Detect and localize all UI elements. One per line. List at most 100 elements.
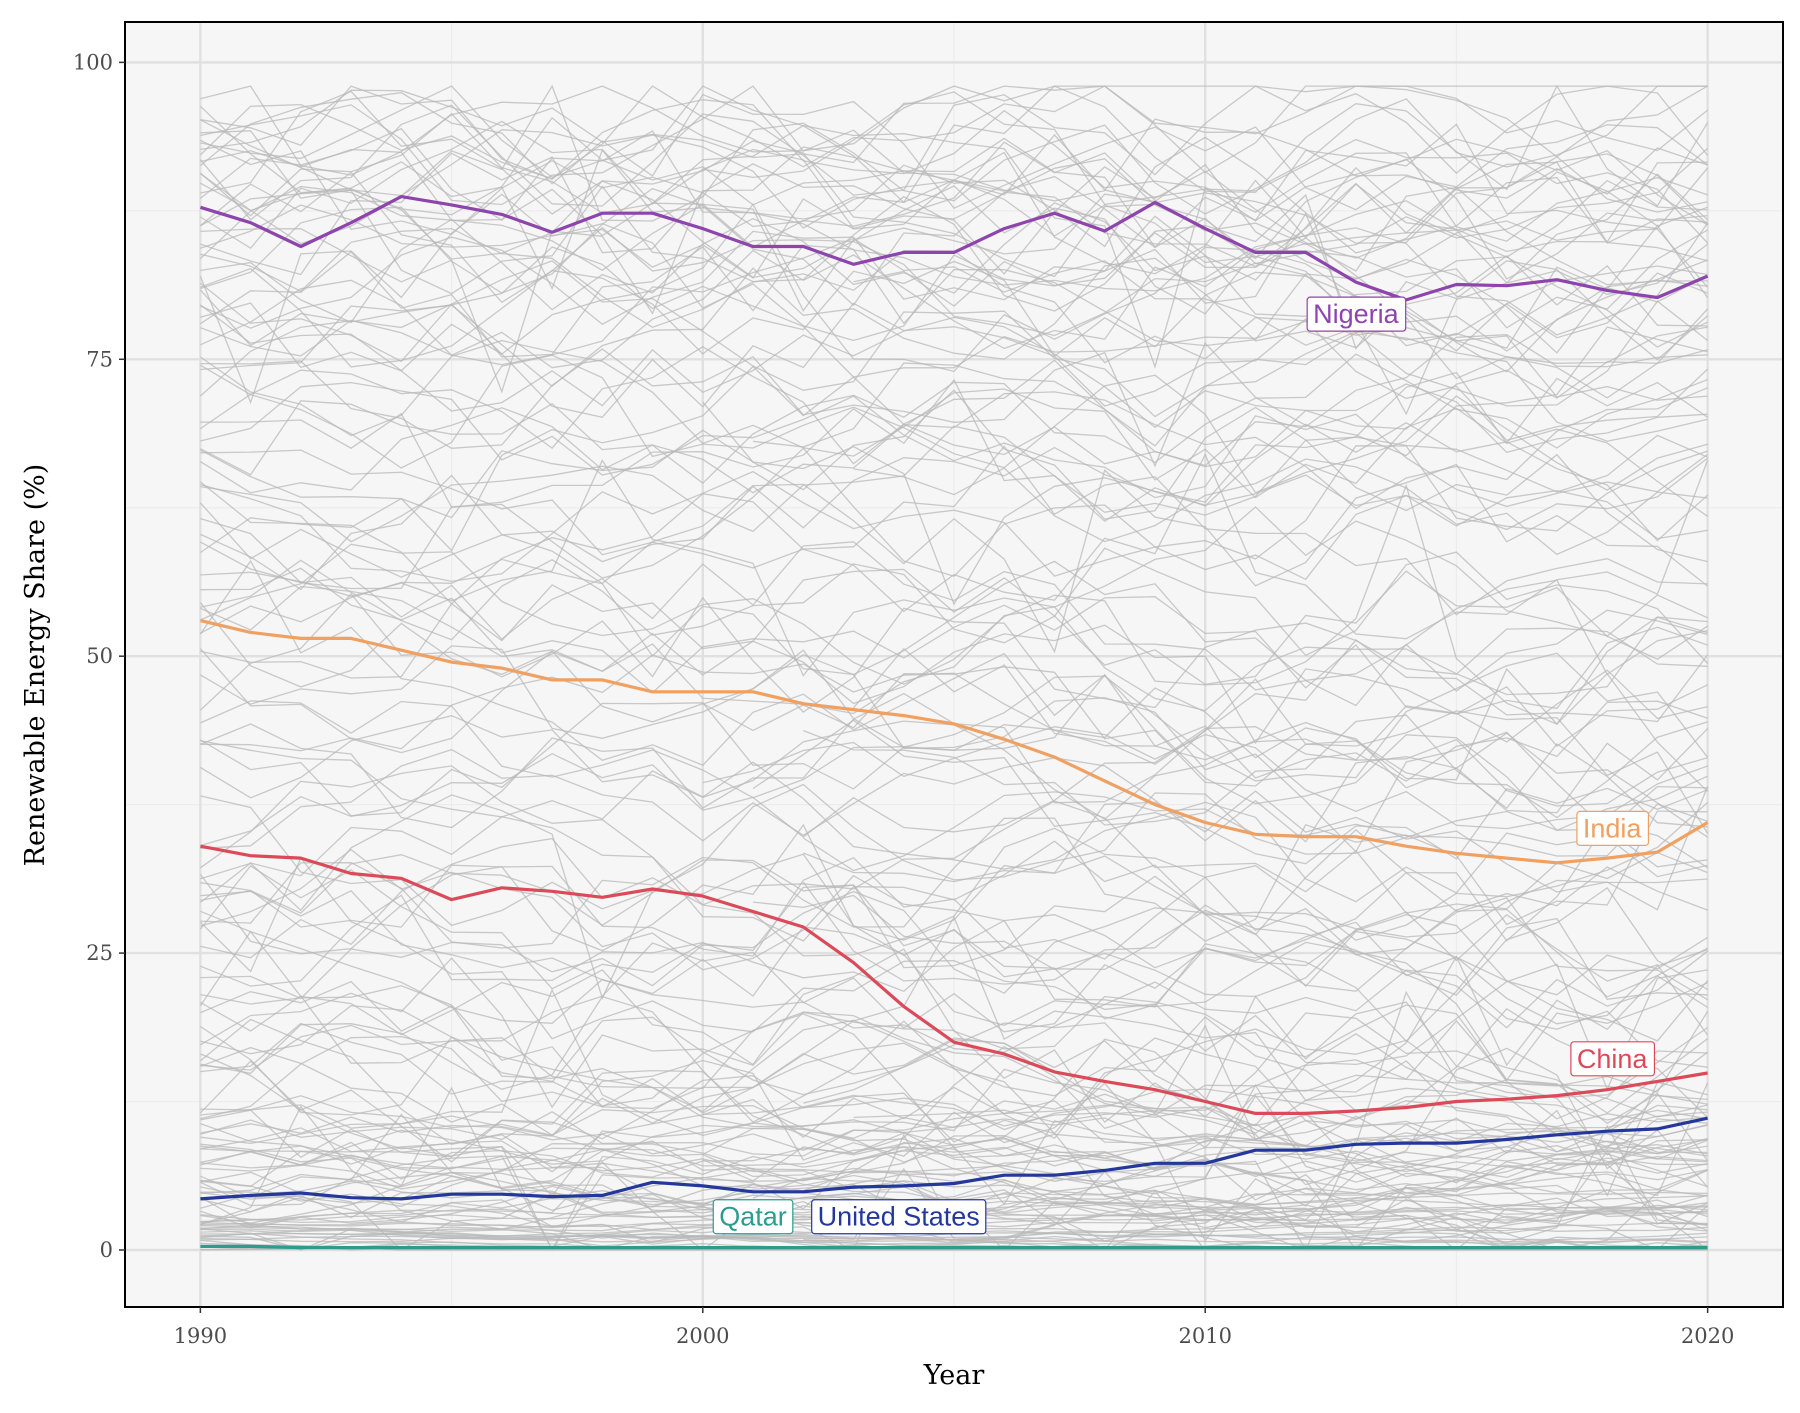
y-tick-label: 75 <box>86 347 113 371</box>
background-series-line <box>199 105 1708 329</box>
background-series-line <box>200 910 1708 1082</box>
background-series-line <box>200 1226 1708 1251</box>
background-series-line <box>803 714 1708 828</box>
series-label-nigeria: Nigeria <box>1306 296 1407 332</box>
background-series-line <box>200 85 1708 206</box>
background-series-line <box>200 1135 1708 1190</box>
background-series-line <box>200 894 1708 1043</box>
background-series-line <box>200 1026 1708 1135</box>
background-series-line <box>200 645 1708 853</box>
background-series-line <box>752 300 1709 448</box>
series-label-china: China <box>1570 1041 1656 1077</box>
background-series-line <box>200 1086 1708 1224</box>
background-series-line <box>199 85 1709 180</box>
background-series-line <box>200 116 1709 248</box>
background-series-line <box>200 568 1708 686</box>
series-line-china <box>200 844 1708 1116</box>
background-series-line <box>199 446 1708 578</box>
background-series-line <box>200 166 1708 324</box>
background-series-line <box>853 458 1708 556</box>
background-series-line <box>200 255 1708 388</box>
series-label-box <box>1576 810 1650 846</box>
x-tick-label: 2000 <box>676 1324 729 1348</box>
background-series-line <box>702 389 1708 563</box>
background-series-line <box>200 1024 1708 1140</box>
background-series-line <box>200 371 1708 606</box>
background-series-line <box>200 381 1708 508</box>
background-series-lines <box>199 84 1709 1252</box>
background-series-line <box>199 302 1708 419</box>
y-tick-label: 50 <box>86 644 113 668</box>
background-series-line <box>200 995 1709 1102</box>
x-tick-label: 2020 <box>1681 1324 1734 1348</box>
background-series-line <box>200 470 1708 583</box>
background-series-line <box>200 203 1708 373</box>
background-series-line <box>853 1074 1708 1123</box>
background-series-line <box>200 339 1708 517</box>
y-axis-ticks: 0 25 50 75 100 <box>73 50 125 1262</box>
background-series-line <box>199 856 1708 1091</box>
background-series-line <box>200 483 1708 725</box>
background-series-line <box>200 1104 1708 1206</box>
background-series-line <box>200 567 1708 747</box>
series-line-india <box>200 619 1709 865</box>
background-series-line <box>199 171 1708 380</box>
series-label-text: India <box>1583 813 1643 843</box>
series-line-united-states <box>200 1116 1708 1201</box>
background-series-line <box>853 639 1709 765</box>
background-series-line <box>200 558 1708 682</box>
background-series-line <box>200 783 1708 1001</box>
background-series-line <box>199 1045 1708 1163</box>
background-series-line <box>200 848 1708 998</box>
series-label-box <box>1570 1041 1656 1077</box>
background-series-line <box>200 387 1708 510</box>
background-series-line <box>199 127 1708 254</box>
panel-border <box>124 21 1784 1308</box>
series-label-india: India <box>1576 810 1650 846</box>
background-series-line <box>200 224 1709 368</box>
background-series-line <box>200 84 1708 245</box>
background-series-line <box>803 786 1709 911</box>
series-label-united-states: United States <box>811 1199 987 1235</box>
background-series-line <box>200 463 1709 654</box>
background-series-line <box>200 326 1708 468</box>
series-label-qatar: Qatar <box>712 1199 794 1235</box>
x-axis-ticks: 1990 2000 2010 2020 <box>174 1307 1734 1348</box>
background-series-line <box>200 732 1708 849</box>
background-series-line <box>200 185 1709 361</box>
background-series-line <box>199 602 1709 834</box>
background-series-line <box>200 85 1708 242</box>
background-series-line <box>199 92 1708 211</box>
background-series-line <box>199 85 1709 221</box>
y-tick-label: 100 <box>73 50 113 74</box>
background-series-line <box>200 120 1709 250</box>
background-series-line <box>702 1087 1708 1134</box>
background-series-line <box>200 139 1708 275</box>
background-series-line <box>200 152 1708 276</box>
background-series-line <box>200 1127 1708 1252</box>
y-axis-title: Renewable Energy Share (%) <box>20 464 51 867</box>
background-series-line <box>200 173 1709 307</box>
series-label-box <box>1306 296 1407 332</box>
series-label-box <box>811 1199 987 1235</box>
background-series-line <box>200 85 1708 164</box>
background-series-line <box>199 559 1708 782</box>
highlighted-series-lines <box>199 195 1709 1250</box>
series-line-qatar <box>200 1244 1708 1250</box>
background-series-line <box>200 346 1708 468</box>
background-series-line <box>200 857 1708 996</box>
background-series-line <box>199 606 1708 754</box>
background-series-line <box>200 1075 1708 1221</box>
series-label-text: United States <box>818 1202 980 1232</box>
background-series-line <box>752 894 1709 1036</box>
minor-grid <box>125 22 1783 1307</box>
background-series-line <box>200 445 1708 616</box>
background-series-line <box>200 1123 1708 1170</box>
background-series-line <box>200 765 1708 914</box>
background-series-line <box>200 541 1708 707</box>
background-series-line <box>200 302 1708 430</box>
highlighted-series-labels: Nigeria India China United States Qatar <box>712 296 1656 1235</box>
background-series-line <box>200 354 1708 494</box>
background-series-line <box>200 459 1708 677</box>
background-series-line <box>702 1222 1708 1240</box>
